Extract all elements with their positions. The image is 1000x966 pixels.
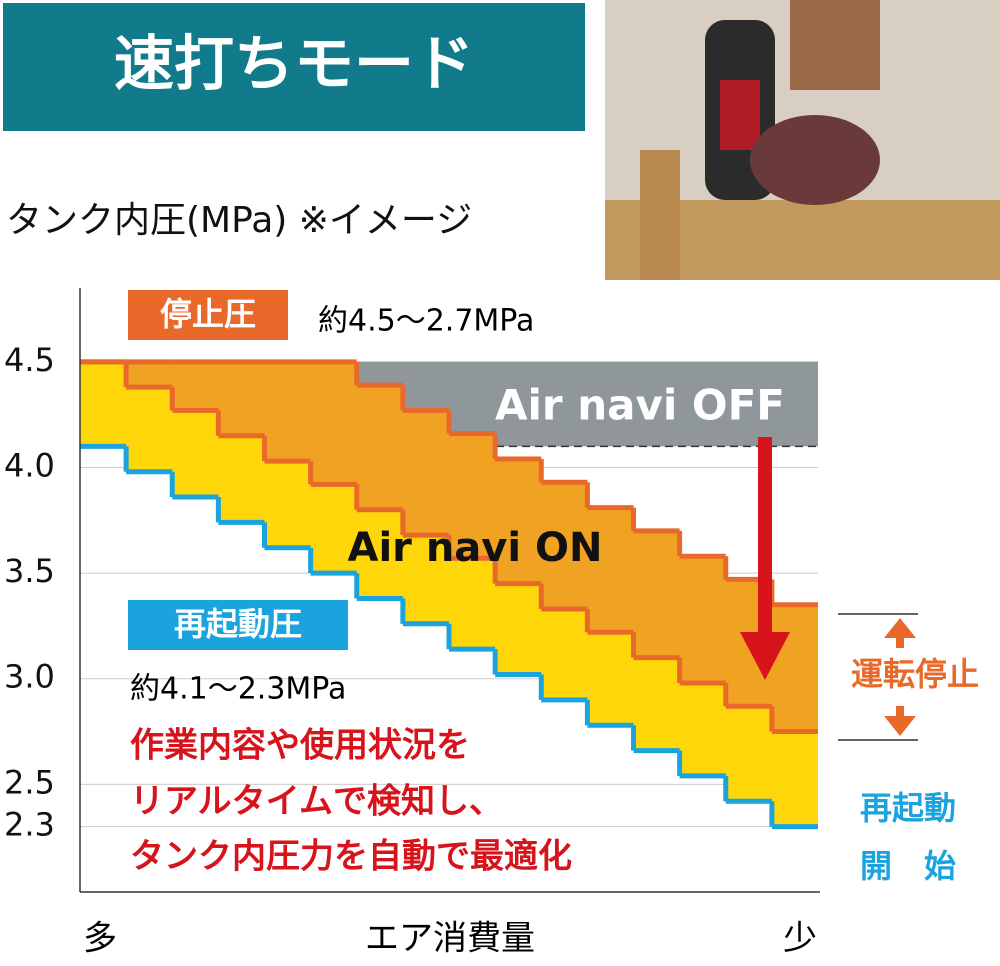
x-end-label: 少 <box>783 919 817 959</box>
yellow-region <box>80 361 818 827</box>
y-axis-label: タンク内圧(MPa) ※イメージ <box>6 200 472 241</box>
photo <box>605 0 1000 280</box>
y-tick-label: 3.0 <box>4 658 55 696</box>
y-tick-label: 2.5 <box>4 763 55 801</box>
x-axis-label: エア消費量 <box>365 919 535 959</box>
off-label: Air navi OFF <box>495 381 785 430</box>
message-line: 作業内容や使用状況を <box>130 726 470 766</box>
restart-band-label: 開 始 <box>860 847 956 885</box>
down-arrow <box>896 706 904 718</box>
restart-label-box <box>128 600 348 650</box>
restart-range: 約4.1〜2.3MPa <box>130 672 346 707</box>
x-start-label: 多 <box>83 919 117 959</box>
stop-band-label: 運転停止 <box>851 655 979 693</box>
title-box <box>3 3 585 131</box>
red-arrow <box>740 437 790 680</box>
restart-band-label: 再起動 <box>860 789 956 827</box>
stop-range: 約4.5〜2.7MPa <box>318 304 534 339</box>
on-label: Air navi ON <box>348 525 603 571</box>
stop-band-bracket <box>838 613 918 741</box>
up-arrow <box>884 618 916 638</box>
y-tick-label: 4.5 <box>4 341 55 379</box>
stop-label-box <box>128 290 288 340</box>
chart-title: 速打ちモード <box>114 30 474 100</box>
message-line: リアルタイムで検知し、 <box>130 782 503 822</box>
down-arrow <box>884 716 916 736</box>
stop-label: 停止圧 <box>160 295 256 333</box>
y-tick-label: 3.5 <box>4 552 55 590</box>
message-line: タンク内圧力を自動で最適化 <box>130 837 572 877</box>
restart-label: 再起動圧 <box>174 605 302 643</box>
y-tick-label: 2.3 <box>4 806 55 844</box>
y-tick-label: 4.0 <box>4 446 55 484</box>
up-arrow <box>896 636 904 648</box>
